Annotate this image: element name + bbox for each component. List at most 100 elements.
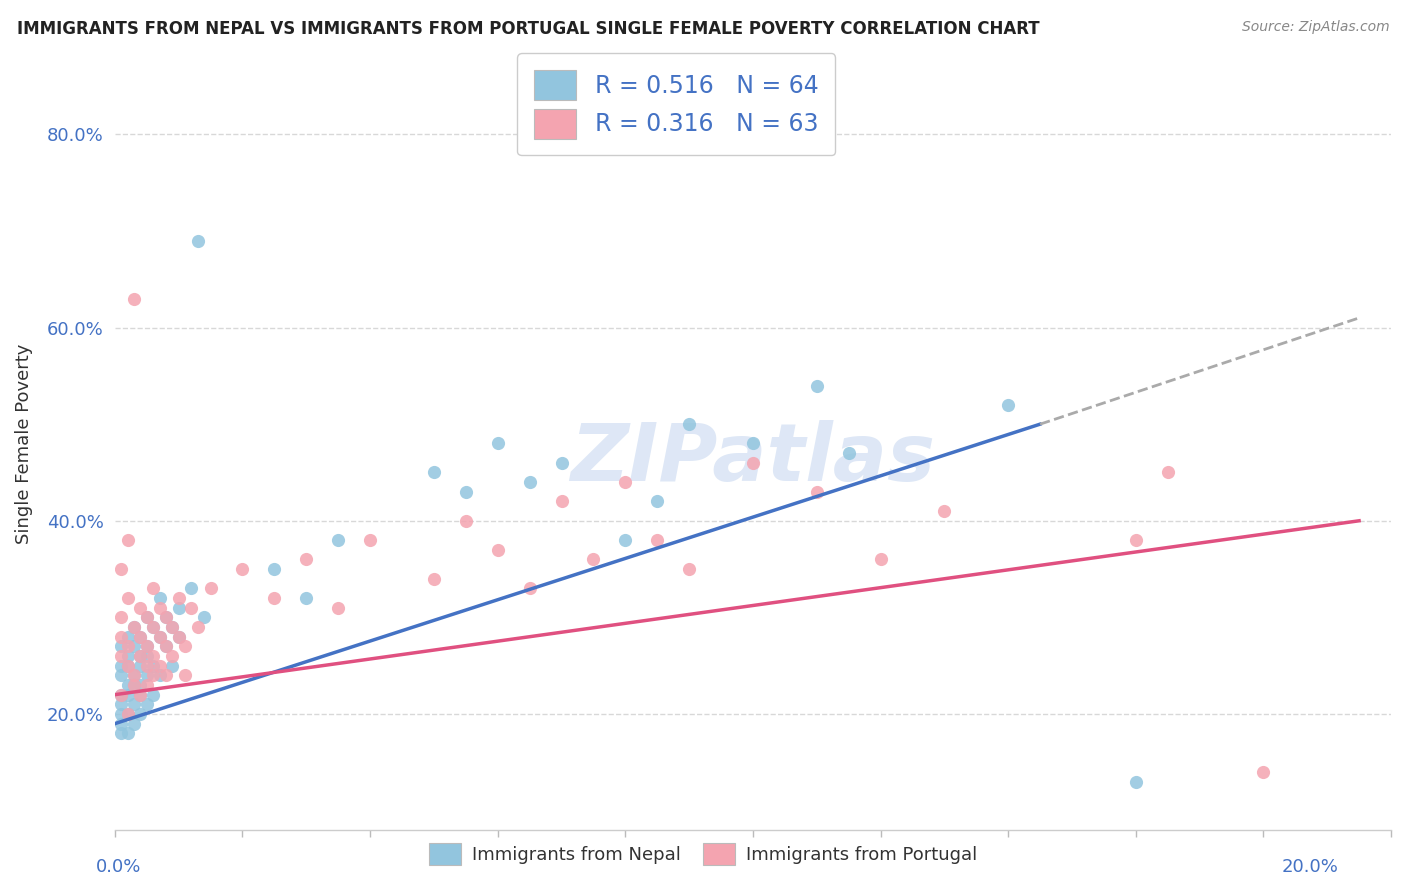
Point: [148, 591, 170, 605]
Point: [1253, 764, 1275, 779]
Point: [742, 456, 765, 470]
Point: [155, 668, 177, 682]
Point: [155, 610, 177, 624]
Point: [200, 582, 222, 596]
Point: [423, 466, 446, 480]
Point: [423, 572, 446, 586]
Point: [110, 610, 132, 624]
Point: [187, 620, 209, 634]
Point: [328, 533, 350, 547]
Point: [486, 542, 509, 557]
Text: 0.0%: 0.0%: [96, 858, 141, 876]
Point: [263, 591, 285, 605]
Point: [180, 600, 202, 615]
Point: [162, 658, 184, 673]
Point: [122, 698, 145, 712]
Point: [295, 552, 318, 566]
Point: [614, 475, 637, 490]
Point: [167, 630, 190, 644]
Point: [129, 706, 152, 721]
Point: [135, 648, 157, 663]
Point: [122, 678, 145, 692]
Point: [117, 648, 139, 663]
Point: [645, 533, 668, 547]
Point: [174, 640, 197, 654]
Point: [129, 630, 152, 644]
Point: [328, 600, 350, 615]
Point: [614, 533, 637, 547]
Point: [117, 630, 139, 644]
Point: [162, 648, 184, 663]
Point: [129, 630, 152, 644]
Point: [148, 630, 170, 644]
Point: [122, 292, 145, 306]
Point: [1125, 774, 1147, 789]
Point: [167, 630, 190, 644]
Point: [117, 658, 139, 673]
Point: [263, 562, 285, 576]
Point: [167, 591, 190, 605]
Point: [122, 668, 145, 682]
Point: [129, 658, 152, 673]
Text: IMMIGRANTS FROM NEPAL VS IMMIGRANTS FROM PORTUGAL SINGLE FEMALE POVERTY CORRELAT: IMMIGRANTS FROM NEPAL VS IMMIGRANTS FROM…: [17, 20, 1039, 37]
Point: [117, 726, 139, 740]
Text: ZIPatlas: ZIPatlas: [571, 420, 935, 498]
Point: [550, 456, 572, 470]
Point: [110, 668, 132, 682]
Point: [486, 436, 509, 450]
Point: [838, 446, 860, 460]
Point: [162, 620, 184, 634]
Point: [135, 610, 157, 624]
Point: [142, 668, 165, 682]
Point: [742, 436, 765, 450]
Point: [135, 640, 157, 654]
Point: [122, 620, 145, 634]
Point: [645, 494, 668, 508]
Point: [117, 706, 139, 721]
Point: [135, 658, 157, 673]
Text: 20.0%: 20.0%: [1282, 858, 1339, 876]
Point: [117, 533, 139, 547]
Point: [162, 620, 184, 634]
Point: [148, 658, 170, 673]
Point: [122, 668, 145, 682]
Point: [550, 494, 572, 508]
Point: [142, 688, 165, 702]
Y-axis label: Single Female Poverty: Single Female Poverty: [15, 343, 32, 544]
Point: [174, 668, 197, 682]
Point: [110, 716, 132, 731]
Point: [1156, 466, 1178, 480]
Point: [519, 582, 541, 596]
Point: [110, 630, 132, 644]
Point: [142, 620, 165, 634]
Point: [110, 648, 132, 663]
Point: [117, 678, 139, 692]
Point: [142, 658, 165, 673]
Point: [129, 688, 152, 702]
Point: [129, 648, 152, 663]
Point: [869, 552, 891, 566]
Point: [155, 640, 177, 654]
Point: [142, 582, 165, 596]
Point: [142, 620, 165, 634]
Point: [187, 234, 209, 248]
Point: [129, 600, 152, 615]
Point: [519, 475, 541, 490]
Point: [110, 562, 132, 576]
Point: [110, 688, 132, 702]
Point: [231, 562, 253, 576]
Point: [129, 648, 152, 663]
Legend: R = 0.516   N = 64, R = 0.316   N = 63: R = 0.516 N = 64, R = 0.316 N = 63: [517, 54, 835, 155]
Point: [135, 698, 157, 712]
Point: [117, 591, 139, 605]
Point: [110, 698, 132, 712]
Point: [359, 533, 381, 547]
Point: [155, 610, 177, 624]
Point: [110, 706, 132, 721]
Legend: Immigrants from Nepal, Immigrants from Portugal: Immigrants from Nepal, Immigrants from P…: [422, 836, 984, 872]
Point: [295, 591, 318, 605]
Point: [806, 484, 828, 499]
Point: [148, 668, 170, 682]
Point: [454, 514, 477, 528]
Point: [582, 552, 605, 566]
